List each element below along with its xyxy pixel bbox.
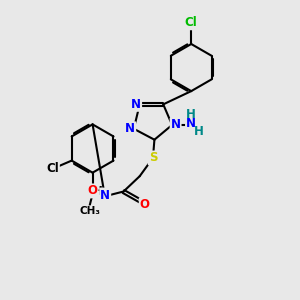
Text: CH₃: CH₃ (79, 206, 100, 216)
Text: N: N (125, 122, 135, 135)
Text: N: N (100, 189, 110, 202)
Text: Cl: Cl (46, 162, 59, 175)
Text: N: N (171, 118, 181, 131)
Text: N: N (131, 98, 141, 111)
Text: Cl: Cl (185, 16, 198, 29)
Text: S: S (149, 152, 157, 164)
Text: H: H (186, 108, 196, 121)
Text: N: N (186, 117, 196, 130)
Text: O: O (88, 184, 98, 197)
Text: O: O (140, 198, 150, 211)
Text: H: H (93, 185, 103, 198)
Text: H: H (194, 125, 203, 138)
